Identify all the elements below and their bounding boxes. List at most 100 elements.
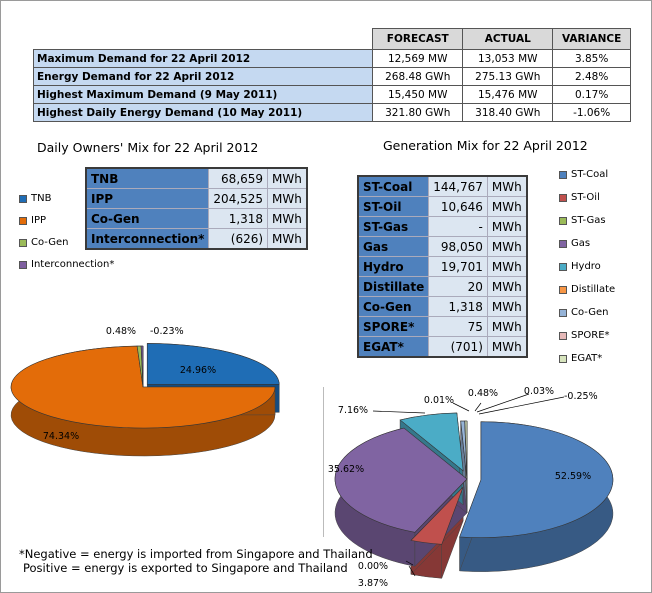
- legend-swatch: [559, 262, 567, 271]
- mix-row: EGAT* (701) MWh: [357, 336, 528, 358]
- mix-unit: MWh: [486, 236, 528, 257]
- generation-data-label: 0.48%: [468, 388, 498, 399]
- legend-swatch: [559, 285, 567, 294]
- generation-chart-title: Generation Mix for 22 April 2012: [383, 138, 588, 153]
- legend-label: Interconnection*: [31, 259, 115, 270]
- legend-label: EGAT*: [571, 353, 603, 364]
- mix-name: Hydro: [357, 256, 430, 277]
- mix-row: SPORE* 75 MWh: [357, 316, 528, 337]
- mix-row: Hydro 19,701 MWh: [357, 256, 528, 277]
- generation-slice: [334, 427, 468, 533]
- mix-unit: MWh: [486, 276, 528, 297]
- legend-label: Hydro: [571, 261, 601, 272]
- owners-slice: [140, 345, 144, 388]
- mix-value: (701): [428, 336, 488, 358]
- mix-row: IPP 204,525 MWh: [85, 188, 308, 209]
- mix-name: Co-Gen: [357, 296, 430, 317]
- legend-item: ST-Gas: [559, 215, 615, 226]
- mix-value: 1,318: [428, 296, 488, 317]
- generation-leader-line: [405, 560, 414, 566]
- owners-data-label: 0.48%: [106, 326, 136, 337]
- generation-slice: [399, 412, 464, 472]
- mix-unit: MWh: [486, 336, 528, 358]
- legend-swatch: [19, 238, 27, 247]
- footnote-line2: Positive = energy is exported to Singapo…: [23, 561, 348, 575]
- mix-name: ST-Oil: [357, 196, 430, 217]
- footnote: *Negative = energy is imported from Sing…: [19, 547, 373, 575]
- legend-swatch: [19, 194, 27, 203]
- summary-row: Highest Daily Energy Demand (10 May 2011…: [32, 103, 631, 122]
- mix-unit: MWh: [486, 316, 528, 337]
- legend-item: Co-Gen: [19, 237, 114, 248]
- mix-unit: MWh: [486, 175, 528, 197]
- generation-leader-line: [372, 410, 426, 414]
- legend-item: Interconnection*: [19, 259, 114, 270]
- legend-label: ST-Oil: [571, 192, 600, 203]
- generation-leader-line: [474, 402, 482, 412]
- summary-row: Highest Maximum Demand (9 May 2011) 15,45…: [32, 85, 631, 104]
- mix-unit: MWh: [267, 208, 308, 229]
- legend-swatch: [559, 354, 567, 363]
- demand-summary-table: FORECAST ACTUAL VARIANCE Maximum Demand …: [32, 28, 631, 122]
- mix-row: ST-Coal 144,767 MWh: [357, 175, 528, 197]
- mix-row: Interconnection* (626) MWh: [85, 228, 308, 250]
- legend-item: Co-Gen: [559, 307, 615, 318]
- generation-leader-line: [478, 396, 565, 415]
- summary-header-blank: [32, 28, 374, 50]
- mix-row: Co-Gen 1,318 MWh: [85, 208, 308, 229]
- mix-unit: MWh: [486, 216, 528, 237]
- summary-cell: 275.13 GWh: [462, 67, 554, 86]
- legend-label: TNB: [31, 193, 52, 204]
- summary-cell: -1.06%: [552, 103, 631, 122]
- generation-data-label: 35.62%: [328, 464, 364, 475]
- owners-data-label: 24.96%: [180, 365, 216, 376]
- mix-name: EGAT*: [357, 336, 430, 358]
- legend-label: SPORE*: [571, 330, 610, 341]
- legend-label: Gas: [571, 238, 591, 249]
- mix-name: Interconnection*: [85, 228, 210, 250]
- owners-slice: [146, 343, 280, 385]
- legend-item: TNB: [19, 193, 114, 204]
- generation-leader-line: [476, 393, 530, 413]
- mix-row: Co-Gen 1,318 MWh: [357, 296, 528, 317]
- mix-name: IPP: [85, 188, 210, 209]
- mix-value: 1,318: [208, 208, 269, 229]
- owners-chart-title: Daily Owners' Mix for 22 April 2012: [37, 140, 259, 155]
- mix-name: ST-Coal: [357, 175, 430, 197]
- legend-swatch: [559, 170, 567, 179]
- mix-unit: MWh: [267, 228, 308, 250]
- generation-mix-table: ST-Coal 144,767 MWh ST-Oil 10,646 MWh ST-Gas - M…: [357, 175, 528, 358]
- owners-legend: TNB IPP Co-Gen Interconnection*: [19, 193, 114, 281]
- legend-item: SPORE*: [559, 330, 615, 341]
- mix-row: Distillate 20 MWh: [357, 276, 528, 297]
- mix-value: 19,701: [428, 256, 488, 277]
- owners-mix-table: TNB 68,659 MWh IPP 204,525 MWh Co-Gen 1,318 MWh I…: [85, 167, 308, 250]
- legend-swatch: [559, 308, 567, 317]
- generation-slice: [459, 421, 614, 538]
- generation-data-label: 52.59%: [555, 471, 591, 482]
- mix-value: (626): [208, 228, 269, 250]
- mix-row: Gas 98,050 MWh: [357, 236, 528, 257]
- summary-row-label: Highest Daily Energy Demand (10 May 2011…: [32, 103, 374, 122]
- mix-value: 20: [428, 276, 488, 297]
- owners-slice: [10, 345, 276, 429]
- legend-item: Gas: [559, 238, 615, 249]
- mix-name: Distillate: [357, 276, 430, 297]
- legend-item: Distillate: [559, 284, 615, 295]
- mix-unit: MWh: [267, 167, 308, 189]
- mix-name: Co-Gen: [85, 208, 210, 229]
- mix-value: 75: [428, 316, 488, 337]
- summary-cell: 0.17%: [552, 85, 631, 104]
- generation-data-label: -0.25%: [564, 391, 598, 402]
- footnote-line1: *Negative = energy is imported from Sing…: [19, 547, 373, 561]
- summary-cell: 13,053 MW: [462, 49, 554, 68]
- legend-item: ST-Coal: [559, 169, 615, 180]
- generation-data-label: 0.00%: [358, 561, 388, 572]
- legend-label: ST-Gas: [571, 215, 606, 226]
- generation-data-label: 3.87%: [358, 578, 388, 589]
- legend-swatch: [19, 260, 27, 269]
- mix-name: Gas: [357, 236, 430, 257]
- mix-name: SPORE*: [357, 316, 430, 337]
